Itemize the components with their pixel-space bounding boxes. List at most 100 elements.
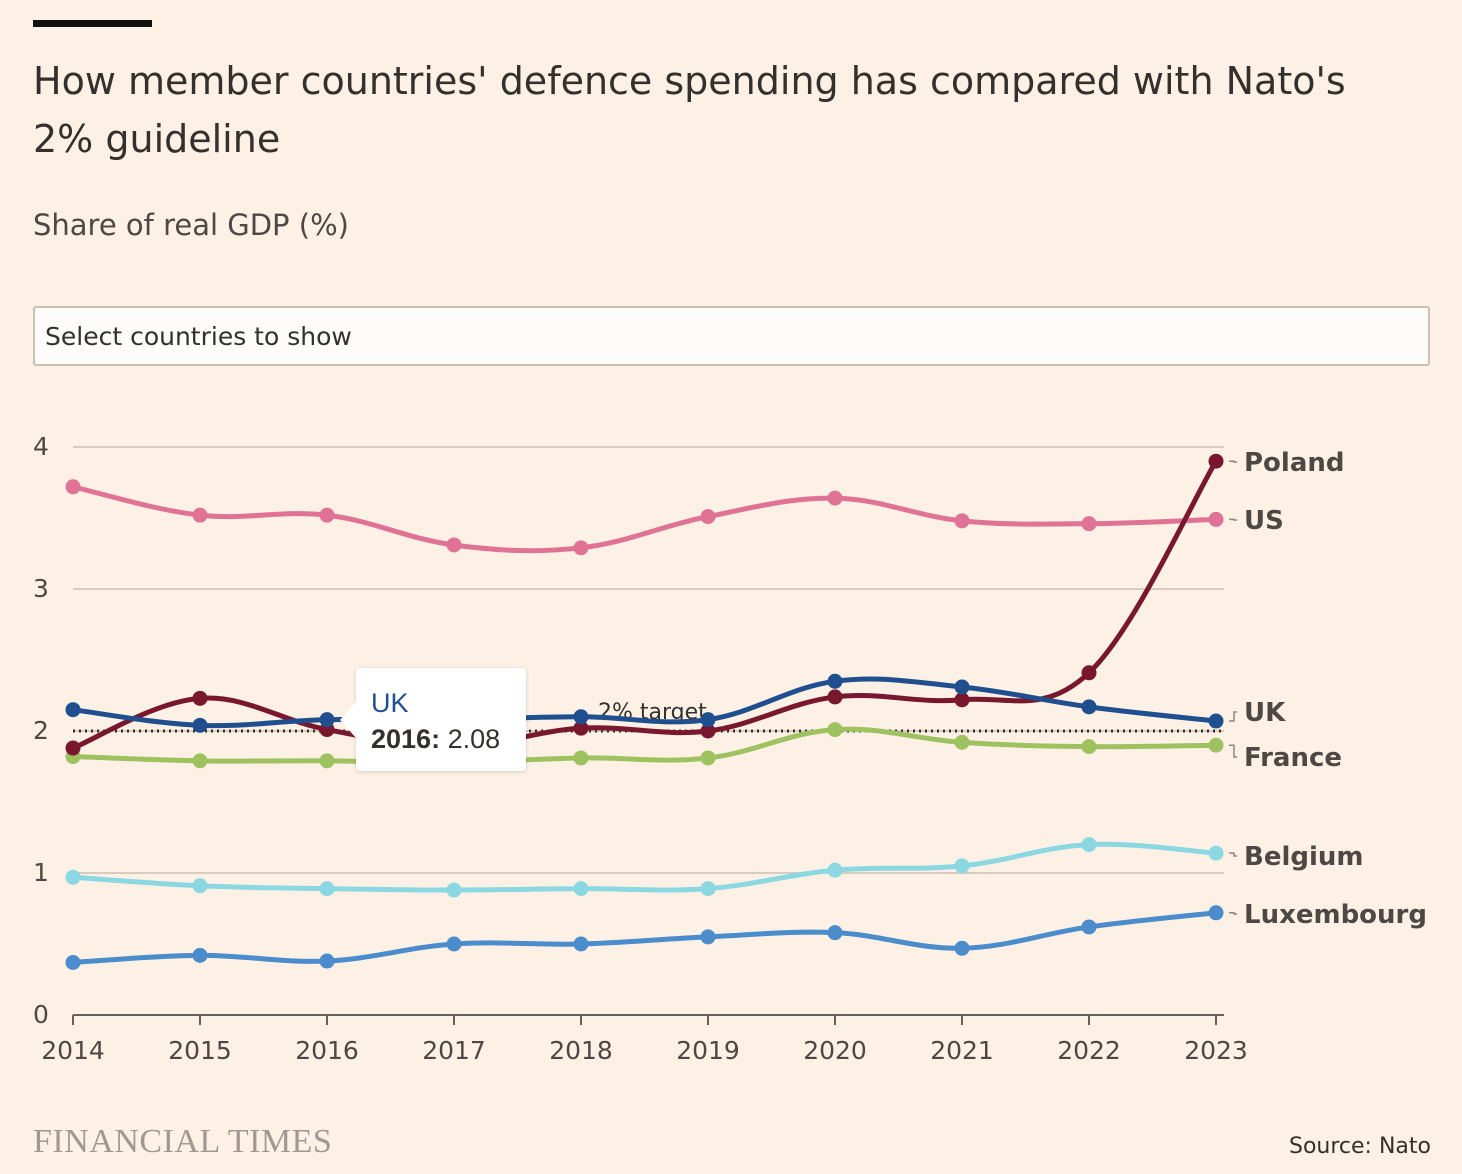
data-point-poland [827,689,843,705]
data-point-france [573,750,589,766]
data-point-france [1208,737,1224,753]
data-point-belgium [446,882,462,898]
data-point-us [573,540,589,556]
data-point-uk [192,717,208,733]
x-tick-label: 2014 [41,1036,105,1065]
x-tick-label: 2018 [549,1036,613,1065]
data-point-us [700,509,716,525]
data-point-us [954,513,970,529]
tooltip-value: 2.08 [447,724,501,754]
data-point-us [1208,511,1224,527]
data-point-uk [1208,713,1224,729]
data-point-luxembourg [827,925,843,941]
label-connector-belgium [1229,852,1237,857]
label-connector-luxembourg [1229,912,1237,915]
label-connector-uk [1229,711,1237,722]
data-point-belgium [573,881,589,897]
y-tick-label: 4 [33,432,49,461]
data-point-belgium [1208,845,1224,861]
label-connector-us [1229,518,1237,521]
label-connector-poland [1229,460,1237,463]
data-point-uk [573,709,589,725]
y-tick-label: 2 [33,716,49,745]
data-point-luxembourg [1081,919,1097,935]
data-point-france [700,750,716,766]
x-tick-label: 2020 [803,1036,867,1065]
series-line-uk [70,676,1219,729]
data-point-us [192,507,208,523]
series-line-france [70,726,1219,765]
data-point-us [319,507,335,523]
data-point-uk [1081,699,1097,715]
chart-subtitle: Share of real GDP (%) [33,208,349,242]
data-point-uk [827,673,843,689]
series-label-belgium: Belgium [1244,842,1364,872]
series-line-poland [70,458,1219,751]
x-tick-label: 2015 [168,1036,232,1065]
data-point-france [1081,739,1097,755]
series-label-luxembourg: Luxembourg [1244,900,1427,930]
data-point-luxembourg [319,953,335,969]
series-line-belgium [70,841,1219,893]
data-point-poland [573,720,589,736]
data-point-luxembourg [573,936,589,952]
y-tick-label: 0 [33,1000,49,1029]
series-line-us [70,484,1219,554]
data-point-luxembourg [1208,905,1224,921]
data-point-us [827,490,843,506]
data-tooltip: UK 2016: 2.08 [340,668,526,771]
data-point-luxembourg [700,929,716,945]
data-point-uk [954,679,970,695]
series-label-uk: UK [1244,698,1286,728]
data-point-uk [65,702,81,718]
x-tick-label: 2021 [930,1036,994,1065]
country-select-placeholder: Select countries to show [45,321,352,351]
data-point-luxembourg [192,947,208,963]
data-point-france [954,734,970,750]
series-label-france: France [1244,743,1342,773]
data-point-uk [700,712,716,728]
tooltip-country: UK [371,688,409,718]
data-point-us [1081,516,1097,532]
data-point-belgium [954,858,970,874]
data-point-poland [65,740,81,756]
series-line-luxembourg [70,910,1219,965]
data-point-belgium [319,881,335,897]
data-point-belgium [192,878,208,894]
source-note: Source: Nato [1289,1134,1431,1159]
data-point-france [319,753,335,769]
data-point-france [827,722,843,738]
data-point-us [446,537,462,553]
data-point-belgium [700,881,716,897]
data-point-luxembourg [954,940,970,956]
data-point-luxembourg [446,936,462,952]
x-tick-label: 2017 [422,1036,486,1065]
data-point-belgium [827,862,843,878]
y-tick-label: 1 [33,858,49,887]
chart-title: How member countries' defence spending h… [33,59,1346,161]
x-tick-label: 2019 [676,1036,740,1065]
x-tick-label: 2016 [295,1036,359,1065]
financial-times-logo: FINANCIAL TIMES [33,1123,333,1160]
x-tick-label: 2022 [1057,1036,1121,1065]
data-point-poland [700,723,716,739]
data-point-uk [319,712,335,728]
country-select[interactable]: Select countries to show [33,306,1430,366]
series-label-poland: Poland [1244,448,1345,478]
ft-header-rule [33,20,152,27]
data-point-belgium [65,869,81,885]
y-tick-label: 3 [33,574,49,603]
data-point-belgium [1081,837,1097,853]
data-point-france [192,753,208,769]
data-point-poland [954,692,970,708]
data-point-us [65,479,81,495]
data-point-poland [1208,453,1224,469]
data-point-poland [192,690,208,706]
series-label-us: US [1244,506,1284,536]
data-point-poland [1081,665,1097,681]
x-tick-label: 2023 [1184,1036,1248,1065]
data-point-luxembourg [65,954,81,970]
tooltip-year: 2016: [371,724,441,754]
tooltip-row: 2016: 2.08 [371,724,500,755]
